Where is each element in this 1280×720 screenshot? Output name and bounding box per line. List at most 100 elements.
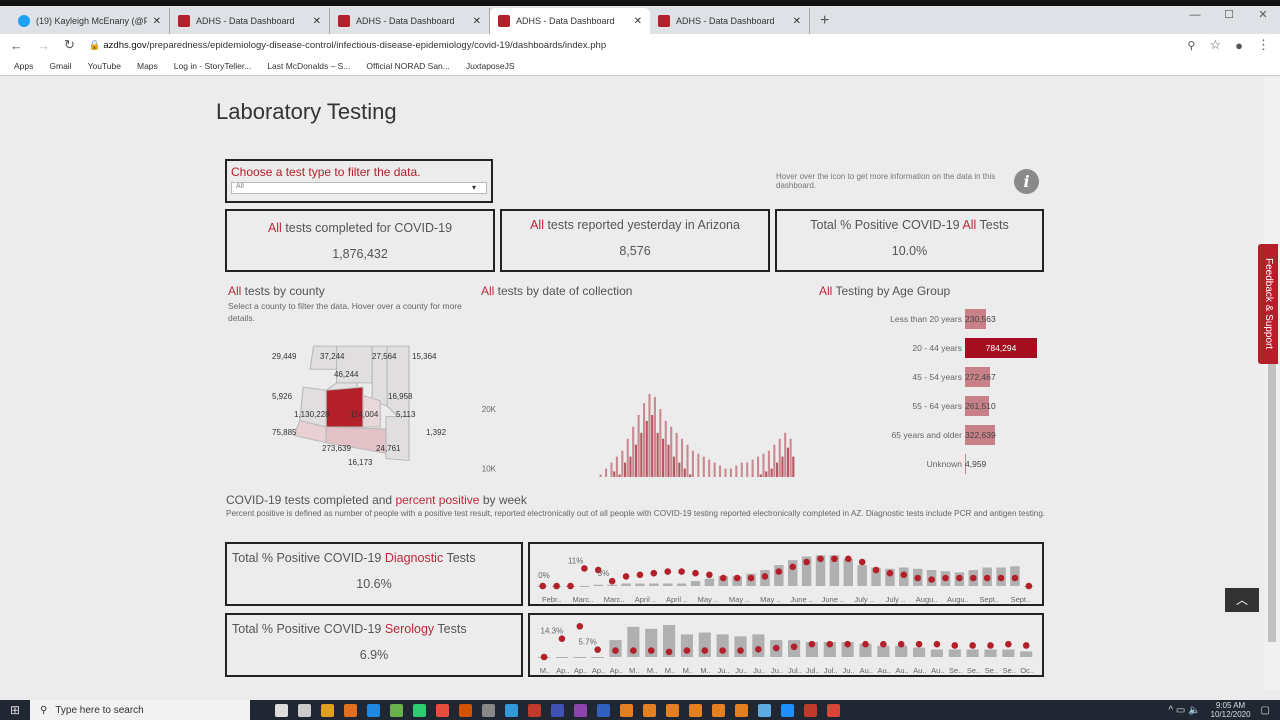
county-cochise[interactable] xyxy=(385,415,410,462)
daily-bar[interactable] xyxy=(667,444,670,477)
weekly-bar[interactable] xyxy=(635,583,645,586)
percent-dot[interactable] xyxy=(701,647,709,654)
weekly-bar[interactable] xyxy=(871,567,881,586)
daily-bar[interactable] xyxy=(751,459,754,477)
daily-bar[interactable] xyxy=(746,462,749,477)
daily-bar[interactable] xyxy=(681,438,684,477)
daily-bar[interactable] xyxy=(735,465,738,477)
percent-dot[interactable] xyxy=(862,640,869,648)
taskbar-app-icon[interactable] xyxy=(505,703,518,717)
taskbar-app-icon[interactable] xyxy=(827,703,840,717)
weekly-bar[interactable] xyxy=(690,581,701,586)
daily-bar[interactable] xyxy=(675,432,678,477)
daily-bar[interactable] xyxy=(648,394,651,477)
notifications-icon[interactable]: ▢ xyxy=(1260,704,1270,716)
percent-dot[interactable] xyxy=(706,571,713,579)
daily-bar[interactable] xyxy=(683,468,686,478)
percent-dot[interactable] xyxy=(933,640,941,648)
taskbar-app-icon[interactable] xyxy=(344,703,357,717)
reload-icon[interactable]: ↻ xyxy=(64,37,75,52)
url-field[interactable]: 🔒 azdhs.gov/preparedness/epidemiology-di… xyxy=(88,39,607,51)
age-group-row[interactable]: 20 - 44 years 784,294 xyxy=(860,338,1050,358)
star-icon[interactable]: ☆ xyxy=(1209,37,1222,52)
percent-dot[interactable] xyxy=(831,555,838,563)
test-type-select[interactable]: All xyxy=(231,182,487,194)
percent-dot[interactable] xyxy=(817,555,824,563)
daily-bar[interactable] xyxy=(634,444,637,477)
back-icon[interactable]: ← xyxy=(10,37,23,53)
percent-dot[interactable] xyxy=(808,640,816,648)
weekly-bar[interactable] xyxy=(823,641,836,657)
tab-close-icon[interactable]: ✕ xyxy=(633,15,642,27)
daily-bar[interactable] xyxy=(629,456,632,477)
percent-dot[interactable] xyxy=(897,640,905,648)
daily-bar[interactable] xyxy=(789,438,792,477)
taskbar-app-icon[interactable] xyxy=(298,703,311,717)
feedback-button[interactable]: Feedback & Support xyxy=(1258,244,1278,364)
percent-dot[interactable] xyxy=(1011,574,1019,582)
weekly-bar[interactable] xyxy=(774,565,784,586)
daily-bar[interactable] xyxy=(645,420,648,477)
percent-dot[interactable] xyxy=(733,574,741,582)
percent-dot[interactable] xyxy=(612,647,619,654)
taskbar-app-icon[interactable] xyxy=(367,703,380,717)
taskbar-app-icon[interactable] xyxy=(436,703,449,717)
daily-bar[interactable] xyxy=(784,432,787,477)
weekly-bar[interactable] xyxy=(573,657,586,658)
daily-bar[interactable] xyxy=(729,468,732,478)
daily-bar[interactable] xyxy=(615,456,618,477)
daily-bar[interactable] xyxy=(770,468,773,478)
bookmark-item[interactable]: Gmail xyxy=(49,60,72,71)
taskbar-app-icon[interactable] xyxy=(781,703,794,717)
weekly-bar[interactable] xyxy=(1002,649,1015,657)
percent-dot[interactable] xyxy=(594,646,601,654)
taskbar-app-icon[interactable] xyxy=(459,703,472,717)
taskbar-app-icon[interactable] xyxy=(528,703,541,717)
daily-bar[interactable] xyxy=(702,456,705,477)
percent-dot[interactable] xyxy=(928,576,935,583)
taskbar-app-icon[interactable] xyxy=(390,703,403,717)
percent-dot[interactable] xyxy=(650,569,658,577)
percent-dot[interactable] xyxy=(576,622,584,630)
county-la-paz[interactable] xyxy=(299,386,327,428)
percent-dot[interactable] xyxy=(872,566,880,574)
daily-bar[interactable] xyxy=(708,459,711,477)
weekly-bar[interactable] xyxy=(948,649,961,657)
percent-dot[interactable] xyxy=(900,571,908,579)
minimize-icon[interactable]: — xyxy=(1189,9,1201,21)
daily-bar[interactable] xyxy=(605,468,608,478)
weekly-bar[interactable] xyxy=(649,583,659,586)
taskbar-app-icon[interactable] xyxy=(574,703,587,717)
daily-bar[interactable] xyxy=(624,462,627,477)
daily-bar[interactable] xyxy=(672,456,675,477)
browser-tab[interactable]: ADHS - Data Dashboard ✕ xyxy=(650,8,810,34)
percent-dot[interactable] xyxy=(630,647,637,654)
tab-close-icon[interactable]: ✕ xyxy=(472,15,481,27)
percent-dot[interactable] xyxy=(790,643,798,651)
percent-dot[interactable] xyxy=(567,582,574,590)
profile-icon[interactable]: ● xyxy=(1235,37,1243,53)
browser-tab[interactable]: (19) Kayleigh McEnany (@PressS✕ xyxy=(10,8,170,34)
weekly-bar[interactable] xyxy=(752,634,765,657)
weekly-bar[interactable] xyxy=(843,558,853,586)
percent-dot[interactable] xyxy=(844,640,851,648)
age-group-row[interactable]: 65 years and older 322,639 xyxy=(860,425,1050,445)
zoom-icon[interactable]: ⚲ xyxy=(1187,39,1196,52)
weekly-bar[interactable] xyxy=(829,555,840,586)
percent-dot[interactable] xyxy=(997,574,1005,582)
percent-dot[interactable] xyxy=(772,644,780,652)
percent-dot[interactable] xyxy=(775,568,783,575)
percent-dot[interactable] xyxy=(678,568,685,575)
county-map[interactable]: 29,449 37,244 27,564 15,364 46,244 5,926 16,95… xyxy=(272,339,452,469)
percent-dot[interactable] xyxy=(539,582,547,590)
weekly-bar[interactable] xyxy=(621,583,631,586)
serology-weekly-chart[interactable]: 14.3% 5.7% M.. Ap.. Ap.. Ap.. Ap.. M.. M.. M.. M..… xyxy=(528,613,1044,677)
weekly-bar[interactable] xyxy=(555,657,568,658)
percent-dot[interactable] xyxy=(636,571,644,579)
percent-dot[interactable] xyxy=(915,640,923,648)
daily-bar[interactable] xyxy=(781,456,784,477)
daily-bar[interactable] xyxy=(626,438,629,477)
percent-dot[interactable] xyxy=(983,574,991,582)
browser-tab[interactable]: ADHS - Data Dashboard ✕ xyxy=(170,8,330,34)
daily-bar[interactable] xyxy=(653,397,656,477)
